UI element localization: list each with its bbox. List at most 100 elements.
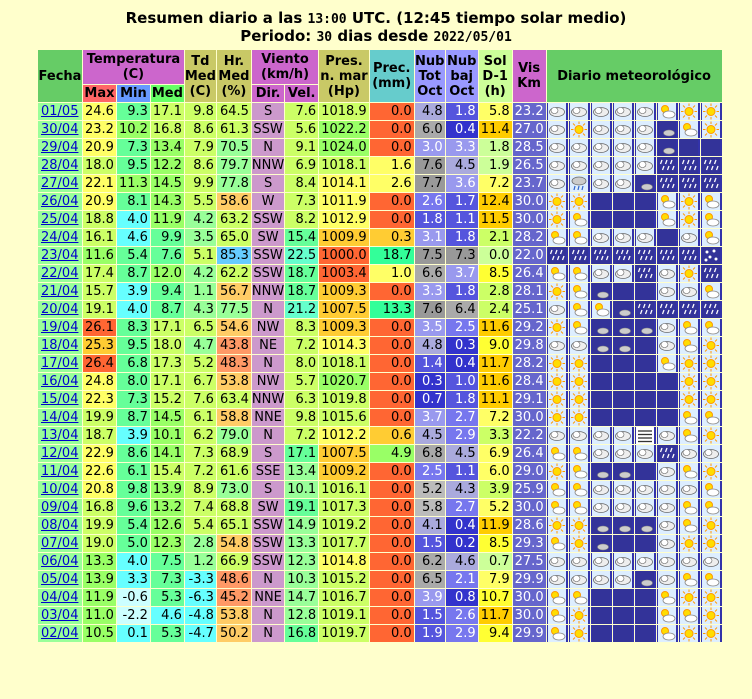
total-cloud-cell: 3.5 xyxy=(414,319,445,336)
pressure-cell: 1018.9 xyxy=(319,103,369,120)
date-link[interactable]: 02/04 xyxy=(41,626,79,641)
moon-icon xyxy=(614,625,633,642)
date-link[interactable]: 26/04 xyxy=(41,194,79,209)
cloud-icon xyxy=(614,139,633,156)
date-link[interactable]: 03/04 xyxy=(41,608,79,623)
humidity-cell: 66.9 xyxy=(216,553,251,570)
weather-icon-cell xyxy=(656,229,678,246)
weather-icon-cell xyxy=(634,517,656,534)
max-temp-cell: 25.3 xyxy=(83,337,116,354)
date-link[interactable]: 05/04 xyxy=(41,572,79,587)
weather-icon-cell xyxy=(634,175,656,192)
sun-icon xyxy=(702,607,721,624)
date-link[interactable]: 28/04 xyxy=(41,158,79,173)
cloud-icon xyxy=(614,229,633,246)
weather-icon-cell xyxy=(612,301,634,318)
date-link[interactable]: 18/04 xyxy=(41,338,79,353)
date-link[interactable]: 13/04 xyxy=(41,428,79,443)
sun-cloud-icon xyxy=(680,121,699,138)
sunshine-cell: 7.2 xyxy=(478,409,512,426)
sun-icon xyxy=(570,373,589,390)
date-link[interactable]: 11/04 xyxy=(41,464,79,479)
moon-icon xyxy=(614,589,633,606)
sunshine-cell: 11.6 xyxy=(478,373,512,390)
moon-cloud-icon xyxy=(658,121,677,138)
weather-icon-cell xyxy=(700,409,722,426)
date-link[interactable]: 22/04 xyxy=(41,266,79,281)
weather-icon-cell xyxy=(590,319,612,336)
weather-icon-cell xyxy=(634,409,656,426)
date-link[interactable]: 01/05 xyxy=(41,104,79,119)
date-cell: 14/04 xyxy=(38,409,82,426)
weather-icon-cell xyxy=(612,247,634,264)
low-cloud-cell: 3.7 xyxy=(445,265,478,282)
med-temp-cell: 14.3 xyxy=(150,193,184,210)
date-link[interactable]: 06/04 xyxy=(41,554,79,569)
weather-icon-cell xyxy=(546,625,568,642)
table-row: 20/04 19.1 4.0 8.7 4.3 77.5 N 21.2 1007.5 13.3 7.6… xyxy=(38,301,722,318)
date-link[interactable]: 10/04 xyxy=(41,482,79,497)
date-link[interactable]: 04/04 xyxy=(41,590,79,605)
date-link[interactable]: 23/04 xyxy=(41,248,79,263)
date-link[interactable]: 09/04 xyxy=(41,500,79,515)
date-link[interactable]: 24/04 xyxy=(41,230,79,245)
sunshine-cell: 5.8 xyxy=(478,103,512,120)
date-link[interactable]: 27/04 xyxy=(41,176,79,191)
med-temp-cell: 17.1 xyxy=(150,319,184,336)
weather-icon-cell xyxy=(634,139,656,156)
date-link[interactable]: 21/04 xyxy=(41,284,79,299)
visibility-cell: 29.9 xyxy=(512,625,546,642)
weather-icon-cell xyxy=(634,301,656,318)
humidity-cell: 79.7 xyxy=(216,157,251,174)
weather-icon-cell xyxy=(612,157,634,174)
min-temp-cell: 4.6 xyxy=(116,229,150,246)
weather-icon-cell xyxy=(678,463,700,480)
date-link[interactable]: 19/04 xyxy=(41,320,79,335)
snow-icon xyxy=(702,247,721,264)
moon-icon xyxy=(614,391,633,408)
weather-icon-cell xyxy=(700,517,722,534)
sun-icon xyxy=(702,337,721,354)
weather-icon-cell xyxy=(612,535,634,552)
date-link[interactable]: 25/04 xyxy=(41,212,79,227)
date-link[interactable]: 20/04 xyxy=(41,302,79,317)
humidity-cell: 77.8 xyxy=(216,175,251,192)
date-link[interactable]: 30/04 xyxy=(41,122,79,137)
date-link[interactable]: 07/04 xyxy=(41,536,79,551)
weather-icon-cell xyxy=(656,409,678,426)
date-link[interactable]: 17/04 xyxy=(41,356,79,371)
weather-icon-cell xyxy=(700,427,722,444)
min-temp-cell: 5.4 xyxy=(116,247,150,264)
weather-icon-cell xyxy=(568,157,590,174)
wind-dir-cell: SW xyxy=(251,229,285,246)
weather-icon-cell xyxy=(568,445,590,462)
weather-icon-cell xyxy=(678,265,700,282)
precipitation-cell: 0.0 xyxy=(369,391,414,408)
date-link[interactable]: 16/04 xyxy=(41,374,79,389)
sun-icon xyxy=(570,535,589,552)
moon-icon xyxy=(636,337,655,354)
table-row: 24/04 16.1 4.6 9.9 3.5 65.0 SW 15.4 1009.9 0.3 3.1… xyxy=(38,229,722,246)
title-line-1: Resumen diario a las 13:00 UTC. (12:45 t… xyxy=(125,9,627,28)
date-link[interactable]: 29/04 xyxy=(41,140,79,155)
moon-icon xyxy=(636,211,655,228)
weather-icon-cell xyxy=(590,301,612,318)
weather-icon-cell xyxy=(568,355,590,372)
total-cloud-cell: 7.7 xyxy=(414,175,445,192)
cloud-icon xyxy=(548,427,567,444)
date-link[interactable]: 14/04 xyxy=(41,410,79,425)
sun-icon xyxy=(570,391,589,408)
sun-icon xyxy=(548,193,567,210)
wind-dir-cell: NNW xyxy=(251,283,285,300)
date-link[interactable]: 12/04 xyxy=(41,446,79,461)
weather-icon-cell xyxy=(700,121,722,138)
date-link[interactable]: 08/04 xyxy=(41,518,79,533)
med-temp-cell: 12.0 xyxy=(150,265,184,282)
weather-icon-cell xyxy=(678,625,700,642)
date-cell: 09/04 xyxy=(38,499,82,516)
date-link[interactable]: 15/04 xyxy=(41,392,79,407)
med-temp-cell: 5.3 xyxy=(150,589,184,606)
dew-point-cell: 3.5 xyxy=(184,229,216,246)
weather-icon-cell xyxy=(678,517,700,534)
sun-cloud-icon xyxy=(570,301,589,318)
